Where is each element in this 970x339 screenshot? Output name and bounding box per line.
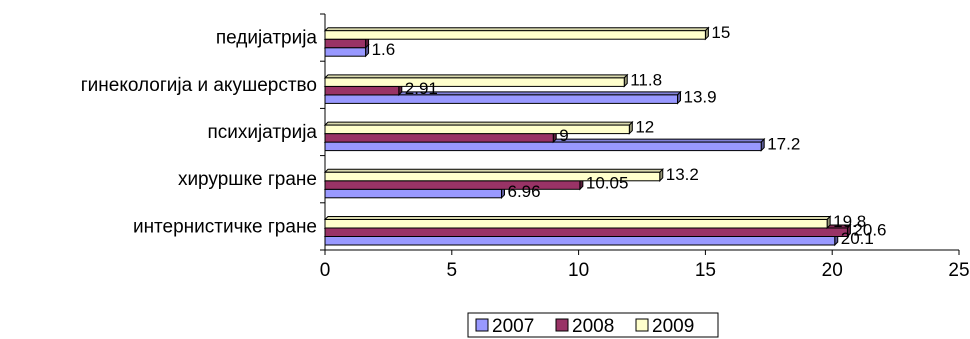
bar-2008-1 <box>324 180 581 190</box>
category-label-1: хируршке гране <box>178 169 317 190</box>
bar-2007-3 <box>324 94 679 104</box>
legend-label-2009: 2009 <box>652 316 694 337</box>
x-tick-label-1: 5 <box>447 260 458 281</box>
bar-2008-3 <box>324 85 400 96</box>
data-label-2009-3: 11.8 <box>630 70 662 89</box>
bar-2009-3 <box>324 77 625 87</box>
data-label-2007-2: 17.2 <box>767 135 800 154</box>
legend-swatch-2007 <box>475 318 489 332</box>
bar-2007-1 <box>324 188 503 199</box>
data-label-2007-4: 1.6 <box>372 40 396 59</box>
legend-label-2008: 2008 <box>572 316 614 337</box>
bar-2009-4 <box>324 30 706 40</box>
data-label-2009-4: 15 <box>711 23 730 42</box>
data-label-2008-3: 2.91 <box>405 79 438 98</box>
legend-swatch-2008 <box>555 318 569 332</box>
data-label-2009-1: 13.2 <box>666 165 699 184</box>
bar-2007-0 <box>324 236 836 246</box>
x-tick-label-4: 20 <box>822 260 843 281</box>
bar-2007-4 <box>324 47 367 57</box>
legend: 2007 2008 2009 <box>467 312 719 338</box>
x-tick-label-5: 25 <box>948 260 969 281</box>
bar-2008-0 <box>324 227 848 237</box>
data-label-2009-0: 19.8 <box>833 212 866 231</box>
bar-2008-4 <box>324 38 367 49</box>
bar-2009-0 <box>324 219 828 229</box>
bar-2008-2 <box>324 133 554 143</box>
category-label-3: гинекологија и акушерство <box>81 75 317 96</box>
bar-2007-2 <box>324 141 762 152</box>
axes-layer: 0 5 10 15 20 25 <box>320 13 970 281</box>
labels-layer: 20.120.619.8 интернистичке гране 6.96 10.05… <box>81 23 887 248</box>
legend-box <box>467 312 719 338</box>
data-label-2008-2: 9 <box>559 126 568 145</box>
category-label-0: интернистичке гране <box>133 216 317 237</box>
x-tick-label-0: 0 <box>320 260 331 281</box>
x-tick-label-2: 10 <box>568 260 589 281</box>
x-tick-label-3: 15 <box>695 260 716 281</box>
data-label-2007-0: 20.1 <box>841 229 874 248</box>
data-label-2008-0: 20.6 <box>853 221 886 240</box>
bar-2009-2 <box>324 124 630 135</box>
bars-layer <box>323 26 852 247</box>
legend-swatch-2009 <box>635 318 649 332</box>
data-label-2008-1: 10.05 <box>586 173 629 192</box>
data-label-2009-2: 12 <box>635 118 654 137</box>
category-label-4: педијатрија <box>216 28 318 49</box>
data-label-2007-1: 6.96 <box>508 182 541 201</box>
data-label-2007-3: 13.9 <box>684 87 717 106</box>
category-label-2: психијатрија <box>207 122 317 143</box>
legend-label-2007: 2007 <box>492 316 534 337</box>
